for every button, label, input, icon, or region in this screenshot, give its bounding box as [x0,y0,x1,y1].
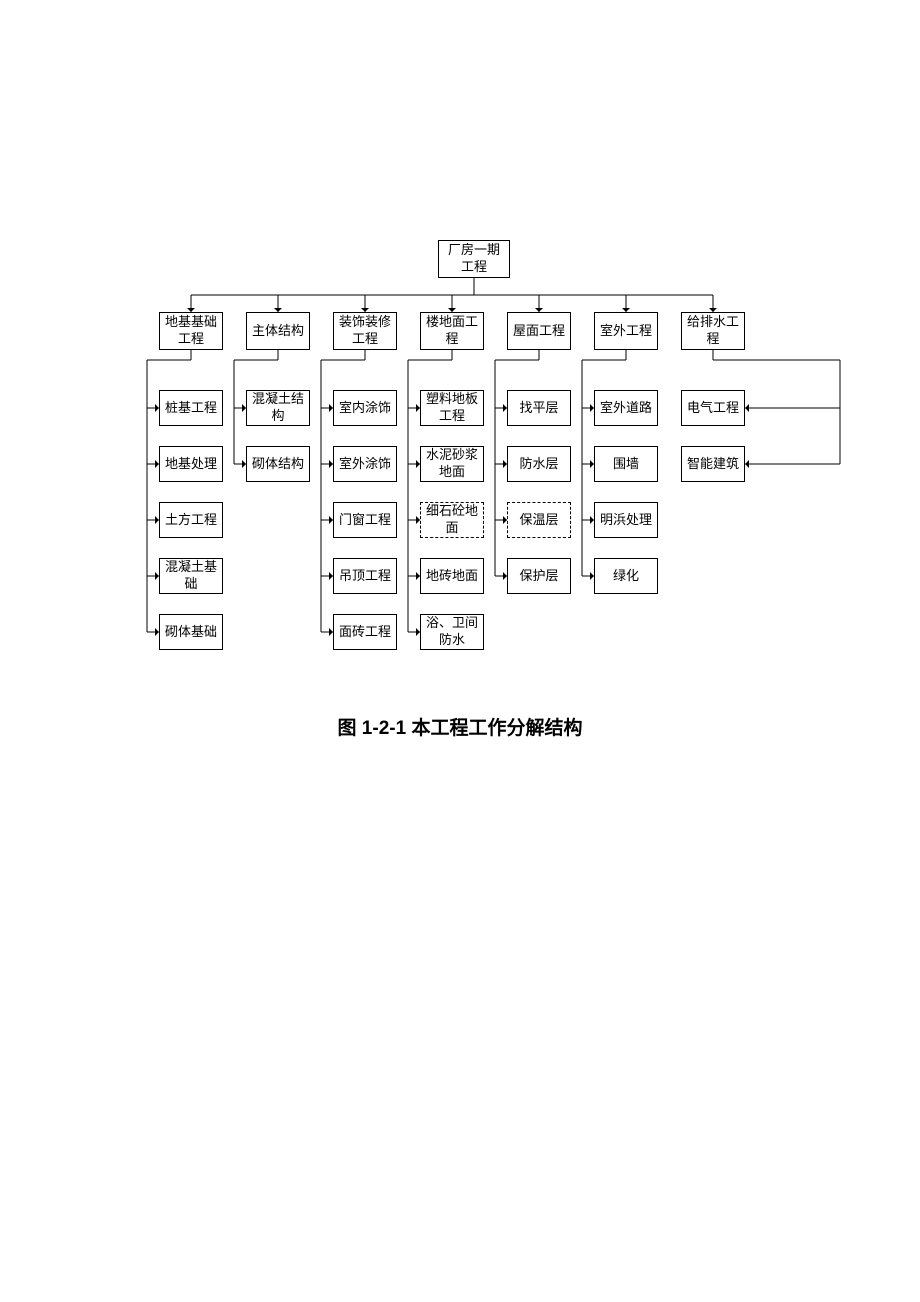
node-c5-1: 围墙 [594,446,658,482]
node-c3-4: 浴、卫间防水 [420,614,484,650]
node-root: 厂房一期工程 [438,240,510,278]
node-c0-0: 桩基工程 [159,390,223,426]
node-rs-1: 智能建筑 [681,446,745,482]
node-c5-0: 室外道路 [594,390,658,426]
node-c0-2: 土方工程 [159,502,223,538]
node-c4-2: 保温层 [507,502,571,538]
node-c1: 主体结构 [246,312,310,350]
node-c2-1: 室外涂饰 [333,446,397,482]
node-c0: 地基基础工程 [159,312,223,350]
node-c0-4: 砌体基础 [159,614,223,650]
node-c4-0: 找平层 [507,390,571,426]
node-c4: 屋面工程 [507,312,571,350]
node-c0-3: 混凝土基础 [159,558,223,594]
connector-layer [0,0,920,1302]
node-c3-2: 细石砼地面 [420,502,484,538]
node-c1-1: 砌体结构 [246,446,310,482]
diagram-caption: 图 1-2-1 本工程工作分解结构 [0,713,920,740]
node-c4-3: 保护层 [507,558,571,594]
node-c2-3: 吊顶工程 [333,558,397,594]
node-c5-3: 绿化 [594,558,658,594]
node-c2-4: 面砖工程 [333,614,397,650]
node-c3-3: 地砖地面 [420,558,484,594]
node-c2: 装饰装修工程 [333,312,397,350]
node-c4-1: 防水层 [507,446,571,482]
node-c2-0: 室内涂饰 [333,390,397,426]
node-rs-0: 电气工程 [681,390,745,426]
node-c3-0: 塑料地板工程 [420,390,484,426]
node-c6: 给排水工程 [681,312,745,350]
node-c0-1: 地基处理 [159,446,223,482]
node-c3: 楼地面工程 [420,312,484,350]
node-c2-2: 门窗工程 [333,502,397,538]
node-c1-0: 混凝土结构 [246,390,310,426]
node-c5-2: 明浜处理 [594,502,658,538]
node-c5: 室外工程 [594,312,658,350]
node-c3-1: 水泥砂浆地面 [420,446,484,482]
